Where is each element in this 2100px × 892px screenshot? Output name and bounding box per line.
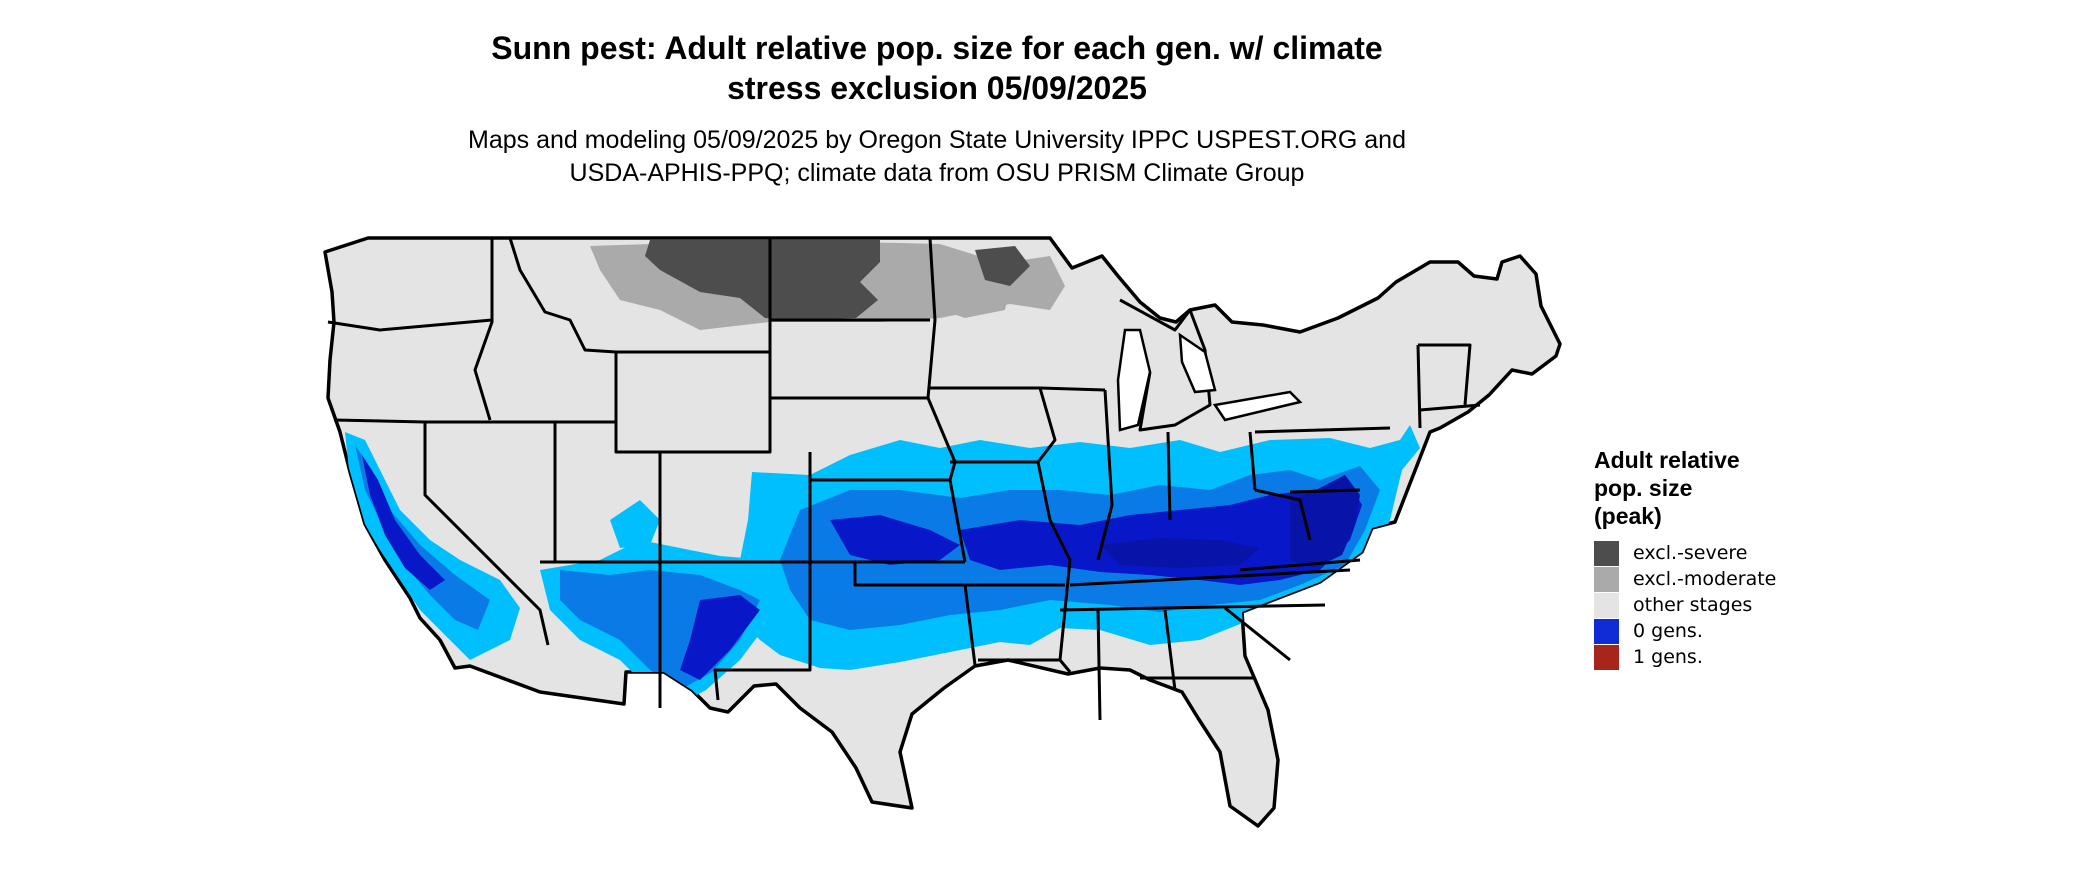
lake-michigan — [1116, 328, 1152, 432]
border-wy-co — [614, 352, 660, 454]
border-wv-va — [1254, 488, 1312, 541]
legend-title-line-2: pop. size — [1594, 475, 1693, 501]
border-nm-tx — [713, 562, 812, 701]
dark-blue-core-southwest — [680, 595, 760, 680]
medium-blue-band-california — [355, 445, 490, 630]
border-id-mt — [508, 237, 617, 354]
map-subtitle-line-2: USDA-APHIS-PPQ; climate data from OSU PR… — [569, 159, 1305, 187]
light-blue-patch-colorado — [610, 500, 660, 548]
legend-swatch-1-gens — [1594, 644, 1619, 670]
legend-label-1-gens: 1 gens. — [1633, 646, 1703, 668]
great-lakes — [1116, 328, 1303, 432]
border-id-west — [473, 238, 494, 421]
border-ne-ia-mo — [926, 397, 967, 563]
map-title-line-2: stress exclusion 05/09/2025 — [727, 70, 1147, 106]
dark-blue-core-kansas — [830, 515, 960, 565]
map-subtitle: Maps and modeling 05/09/2025 by Oregon S… — [0, 124, 1874, 190]
border-ky-tn — [1069, 568, 1351, 587]
excl-severe-zone-minnesota — [975, 246, 1030, 286]
border-ny-pa — [1254, 426, 1391, 434]
legend-swatch-other-stages — [1594, 592, 1619, 618]
border-dakotas-mn — [926, 237, 937, 399]
legend-item-excl-severe: excl.-severe — [1594, 540, 1854, 566]
navy-zone-mid-atlantic — [1290, 475, 1360, 568]
legend-item-other-stages: other stages — [1594, 592, 1854, 618]
legend-item-1-gens: 1 gens. — [1594, 644, 1854, 670]
navy-zone-tennessee — [1100, 538, 1260, 568]
lake-huron — [1178, 332, 1217, 394]
legend-label-excl-severe: excl.-severe — [1633, 542, 1748, 564]
border-ok-tx — [853, 562, 977, 666]
border-wi-il — [1039, 386, 1106, 392]
dark-blue-core-california — [362, 455, 445, 590]
legend-label-0-gens: 0 gens. — [1633, 620, 1703, 642]
legend-item-excl-moderate: excl.-moderate — [1594, 566, 1854, 592]
border-va-nc — [1239, 558, 1361, 572]
border-tn-south — [1059, 603, 1326, 612]
border-mississippi-river — [1036, 387, 1072, 673]
map-subtitle-line-1: Maps and modeling 05/09/2025 by Oregon S… — [468, 126, 1406, 154]
legend-label-other-stages: other stages — [1633, 594, 1753, 616]
dark-blue-core-east — [960, 485, 1362, 585]
map-title-line-1: Sunn pest: Adult relative pop. size for … — [491, 30, 1383, 66]
legend-item-0-gens: 0 gens. — [1594, 618, 1854, 644]
border-in-oh — [1166, 431, 1172, 521]
border-md-pa — [1289, 488, 1361, 494]
legend-swatch-excl-moderate — [1594, 566, 1619, 592]
border-oh-pa — [1248, 431, 1257, 491]
border-ms-al — [1096, 609, 1102, 721]
map-legend: Adult relative pop. size (peak) excl.-se… — [1594, 446, 1854, 670]
border-il-in — [1096, 389, 1114, 561]
legend-title-line-3: (peak) — [1594, 503, 1662, 529]
border-wy-east — [660, 352, 772, 454]
lake-erie — [1212, 390, 1303, 422]
border-ca-nv — [423, 422, 550, 646]
border-ny-ne — [1416, 344, 1422, 429]
legend-title: Adult relative pop. size (peak) — [1594, 446, 1854, 530]
border-wa-or — [327, 318, 493, 332]
border-vt-nh — [1418, 343, 1472, 406]
legend-title-line-1: Adult relative — [1594, 447, 1740, 473]
border-ga-sc — [1224, 606, 1291, 662]
border-ma-ct — [1419, 403, 1481, 412]
map-title: Sunn pest: Adult relative pop. size for … — [0, 28, 1874, 108]
legend-swatch-excl-severe — [1594, 540, 1619, 566]
legend-label-excl-moderate: excl.-moderate — [1633, 568, 1777, 590]
excl-severe-zone-north — [645, 240, 880, 320]
border-or-ca — [333, 418, 426, 424]
legend-swatch-0-gens — [1594, 618, 1619, 644]
risk-zones — [345, 240, 1420, 704]
